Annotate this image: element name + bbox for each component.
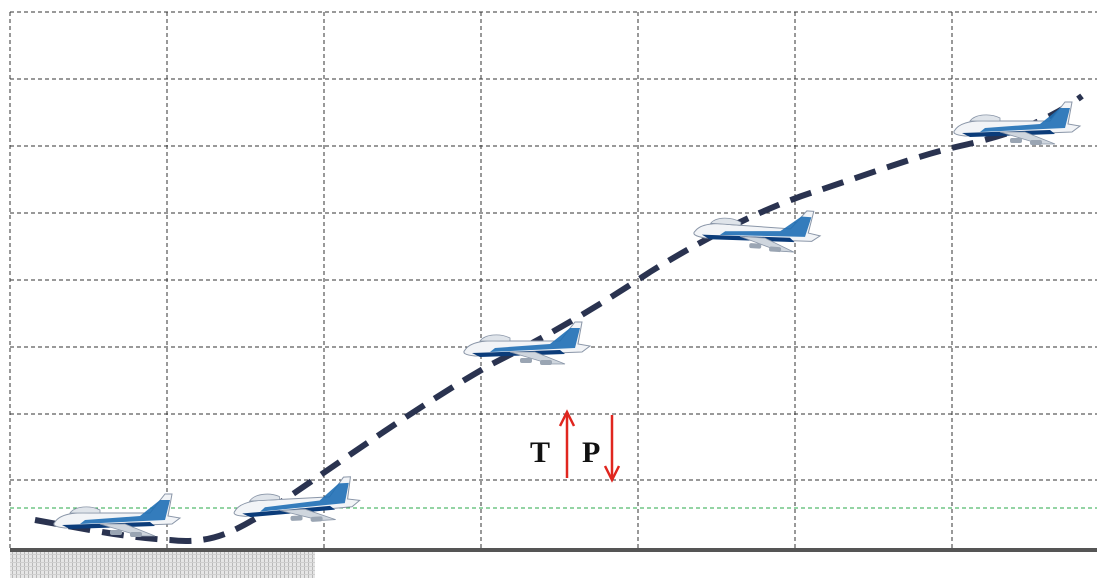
trajectory xyxy=(34,93,1084,544)
grid xyxy=(9,11,1097,550)
airplane xyxy=(53,493,181,538)
airplane xyxy=(953,101,1081,146)
thrust-label: T xyxy=(530,436,550,469)
runway-texture xyxy=(10,552,315,578)
airplane xyxy=(692,202,823,256)
weight-label: P xyxy=(582,436,600,469)
force-arrows xyxy=(558,409,621,483)
airplane xyxy=(463,321,591,366)
